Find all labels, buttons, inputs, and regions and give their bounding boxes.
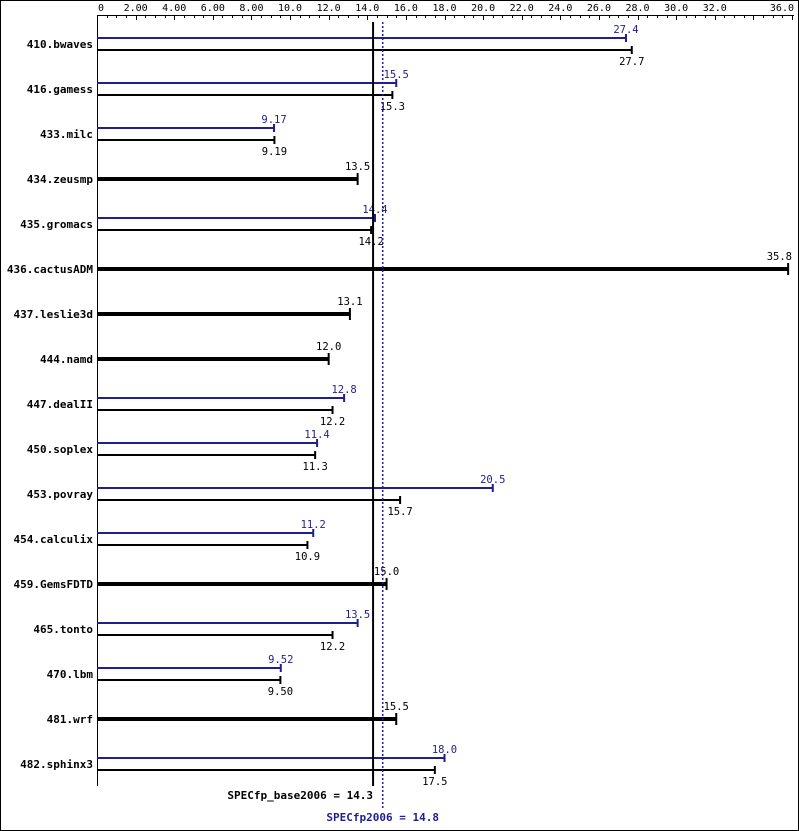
- benchmark-label: 482.sphinx3: [20, 758, 93, 771]
- benchmark-label: 410.bwaves: [27, 38, 93, 51]
- benchmark-rows: 410.bwaves 27.4 27.7 416.gamess 15.5 15.3 433.…: [7, 24, 792, 788]
- peak-value-label: 15.5: [384, 69, 409, 81]
- base-value-label: 9.50: [268, 686, 293, 698]
- base-value-label: 15.3: [380, 101, 405, 113]
- base-value-label: 15.5: [384, 701, 409, 713]
- benchmark-label: 416.gamess: [27, 83, 93, 96]
- benchmark-label: 434.zeusmp: [27, 173, 94, 186]
- tick-label: 30.0: [664, 3, 688, 14]
- tick-label: 4.00: [162, 3, 186, 14]
- peak-value-label: 11.4: [304, 429, 329, 441]
- tick-label: 18.0: [432, 3, 456, 14]
- benchmark-label: 433.milc: [40, 128, 93, 141]
- tick-label: 12.0: [317, 3, 341, 14]
- benchmark-label: 454.calculix: [14, 533, 94, 546]
- benchmark-label: 435.gromacs: [20, 218, 93, 231]
- tick-label: 6.00: [201, 3, 225, 14]
- benchmark-label: 465.tonto: [33, 623, 93, 636]
- tick-label: 26.0: [587, 3, 611, 14]
- tick-label: 0: [98, 3, 104, 14]
- benchmark-label: 437.leslie3d: [14, 308, 93, 321]
- benchmark-label: 436.cactusADM: [7, 263, 93, 276]
- peak-value-label: 27.4: [613, 24, 638, 36]
- base-value-label: 9.19: [262, 146, 287, 158]
- base-value-label: 13.5: [345, 161, 370, 173]
- base-value-label: 12.2: [320, 641, 345, 653]
- base-value-label: 27.7: [619, 56, 644, 68]
- tick-label: 8.00: [239, 3, 263, 14]
- tick-label: 10.0: [278, 3, 302, 14]
- x-axis-ticks: 0 2.00 4.00 6.00 8.00 10.0 12.0 14.0 16.0 18.0 20.…: [97, 3, 794, 20]
- base-value-label: 12.0: [316, 341, 341, 353]
- base-value-label: 10.9: [295, 551, 320, 563]
- peak-value-label: 9.52: [268, 654, 293, 666]
- base-value-label: 13.1: [337, 296, 362, 308]
- tick-label: 14.0: [355, 3, 379, 14]
- base-value-label: 12.2: [320, 416, 345, 428]
- summary-lines: SPECfp_base2006 = 14.3 SPECfp2006 = 14.8: [227, 22, 439, 824]
- tick-label: 20.0: [471, 3, 495, 14]
- tick-label: 16.0: [394, 3, 418, 14]
- peak-value-label: 11.2: [301, 519, 326, 531]
- base-value-label: 35.8: [767, 251, 792, 263]
- tick-label: 2.00: [124, 3, 148, 14]
- benchmark-label: 470.lbm: [47, 668, 94, 681]
- tick-label: 36.0: [770, 3, 794, 14]
- peak-value-label: 14.4: [362, 204, 387, 216]
- tick-label: 22.0: [510, 3, 534, 14]
- benchmark-label: 447.dealII: [27, 398, 93, 411]
- base-value-label: 15.7: [387, 506, 412, 518]
- base-value-label: 15.0: [374, 566, 399, 578]
- peak-value-label: 12.8: [331, 384, 356, 396]
- tick-label: 28.0: [626, 3, 650, 14]
- peak-value-label: 20.5: [480, 474, 505, 486]
- benchmark-label: 481.wrf: [47, 713, 93, 726]
- benchmark-label: 453.povray: [27, 488, 94, 501]
- base-mean-label: SPECfp_base2006 = 14.3: [227, 789, 373, 802]
- benchmark-label: 450.soplex: [27, 443, 94, 456]
- tick-label: 32.0: [703, 3, 727, 14]
- tick-label: 24.0: [548, 3, 572, 14]
- benchmark-label: 444.namd: [40, 353, 93, 366]
- peak-mean-label: SPECfp2006 = 14.8: [326, 811, 439, 824]
- peak-value-label: 13.5: [345, 609, 370, 621]
- peak-value-label: 18.0: [432, 744, 457, 756]
- benchmark-label: 459.GemsFDTD: [14, 578, 94, 591]
- peak-value-label: 9.17: [261, 114, 286, 126]
- base-value-label: 11.3: [303, 461, 328, 473]
- base-value-label: 17.5: [422, 776, 447, 788]
- base-value-label: 14.2: [358, 236, 383, 248]
